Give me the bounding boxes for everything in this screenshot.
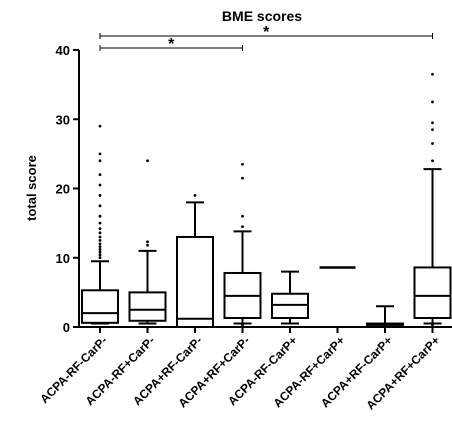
outlier-point — [98, 248, 102, 251]
outlier-point — [193, 194, 197, 197]
significance-bracket: * — [99, 36, 243, 53]
axes: 0 10 20 30 40 — [56, 43, 452, 335]
outlier-point — [98, 256, 102, 260]
outlier-point — [431, 72, 434, 76]
significance-star: * — [263, 24, 270, 41]
outlier-point — [98, 173, 102, 177]
outlier-point — [241, 323, 244, 327]
y-tick-label: 40 — [56, 43, 70, 58]
box-3 — [176, 194, 214, 329]
outlier-point — [98, 245, 102, 249]
outlier-point — [98, 183, 102, 187]
outlier-point — [98, 231, 102, 235]
box-7 — [366, 305, 404, 328]
box-iqr — [128, 291, 167, 322]
y-axis-label: total score — [24, 155, 39, 221]
box-iqr — [271, 292, 309, 319]
outlier-point — [431, 323, 434, 327]
outlier-point — [431, 142, 434, 145]
outlier-point — [431, 128, 434, 132]
box-8 — [413, 72, 452, 327]
outlier-point — [98, 253, 102, 257]
outlier-point — [98, 235, 102, 239]
outlier-point — [241, 214, 244, 218]
outlier-point — [431, 159, 434, 163]
box-iqr — [81, 289, 119, 324]
significance-brackets: ** — [99, 24, 433, 53]
significance-bracket: * — [99, 24, 433, 41]
outlier-point — [146, 243, 149, 247]
y-tick-label: 30 — [56, 112, 70, 127]
box-iqr — [176, 235, 214, 329]
y-tick-label: 10 — [56, 251, 70, 266]
box-iqr — [413, 266, 452, 319]
y-tick-label: 20 — [56, 182, 70, 197]
outlier-point — [146, 159, 149, 163]
outlier-point — [98, 227, 102, 231]
y-tick-label: 0 — [63, 320, 70, 335]
outlier-point — [241, 162, 244, 166]
outlier-point — [241, 225, 244, 228]
box-1 — [81, 124, 119, 325]
outlier-point — [98, 221, 102, 225]
outlier-point — [98, 250, 102, 254]
outlier-point — [98, 124, 102, 128]
outlier-point — [98, 152, 102, 156]
outlier-point — [98, 239, 102, 242]
outlier-point — [431, 100, 434, 104]
outlier-point — [98, 242, 102, 246]
box-2 — [128, 159, 167, 325]
outlier-point — [146, 240, 149, 244]
boxes — [81, 72, 452, 329]
significance-star: * — [168, 36, 175, 53]
category-labels: ACPA-RF-CarP-ACPA-RF+CarP-ACPA+RF-CarP-A… — [37, 333, 442, 412]
chart-title: BME scores — [222, 8, 302, 24]
outlier-point — [241, 176, 244, 180]
box-4 — [223, 162, 262, 327]
outlier-point — [98, 214, 102, 218]
outlier-point — [98, 194, 102, 197]
outlier-point — [98, 204, 102, 208]
outlier-point — [431, 121, 434, 125]
box-5 — [271, 270, 309, 325]
outlier-point — [98, 159, 102, 163]
